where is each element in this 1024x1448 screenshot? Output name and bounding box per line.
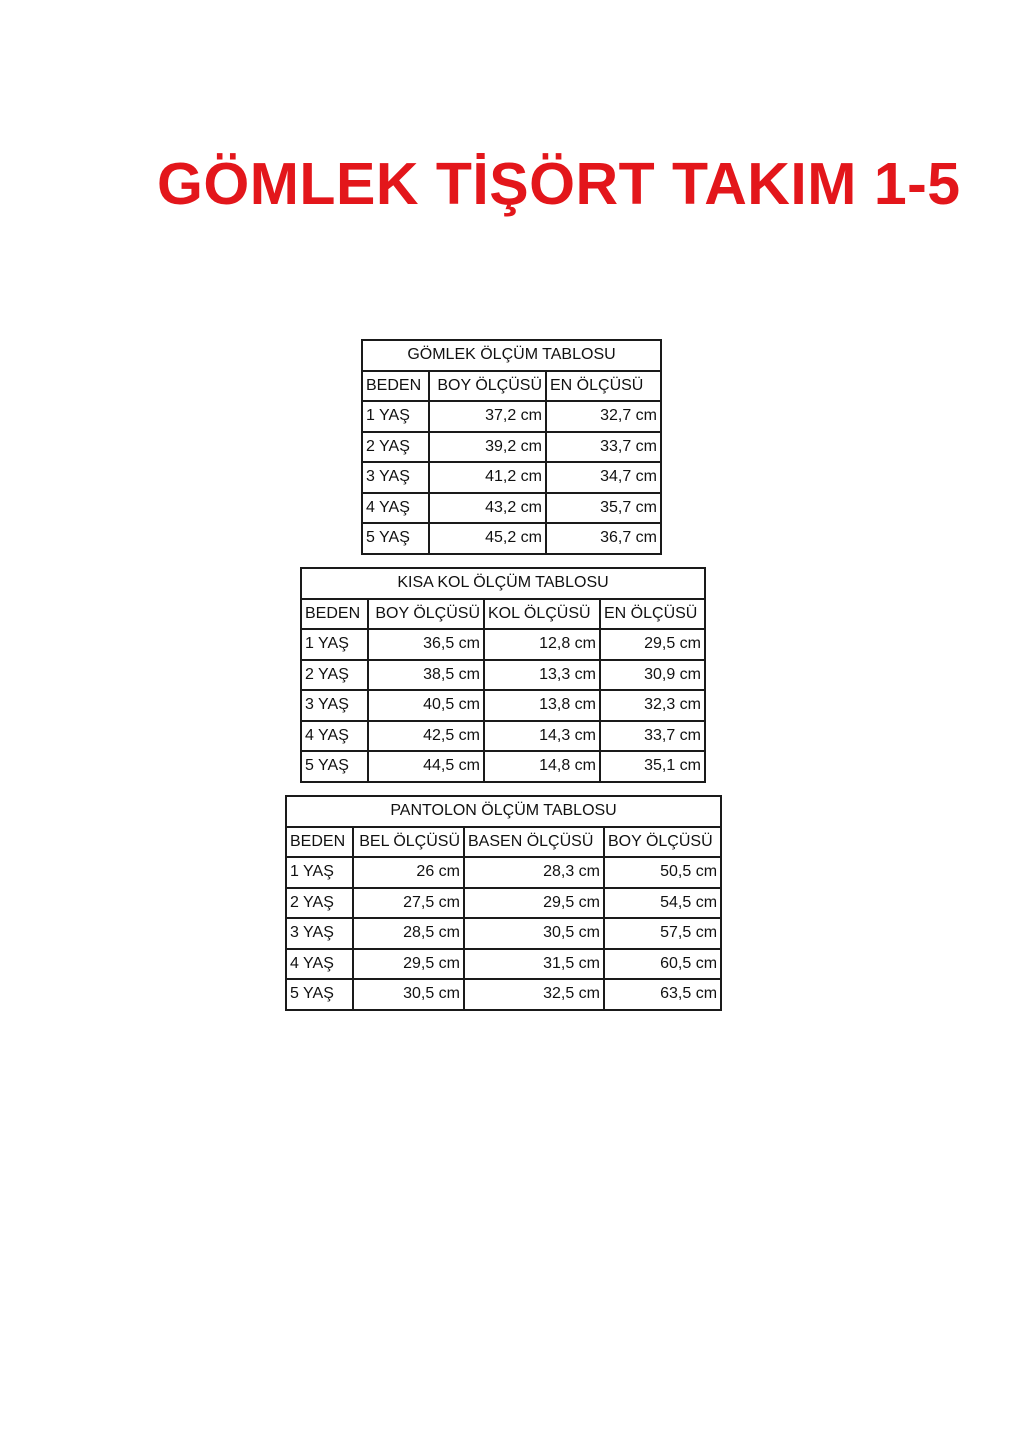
table-header-row: BEDEN BEL ÖLÇÜSÜ BASEN ÖLÇÜSÜ BOY ÖLÇÜSÜ — [285, 825, 723, 858]
column-header: BASEN ÖLÇÜSÜ — [463, 825, 605, 858]
measurement-cell: 33,7 cm — [598, 719, 707, 752]
size-cell: 3 YAŞ — [361, 461, 430, 494]
measurement-cell: 29,5 cm — [463, 886, 605, 919]
measurement-cell: 27,5 cm — [352, 886, 465, 919]
measurement-cell: 40,5 cm — [367, 689, 485, 722]
measurement-cell: 35,7 cm — [544, 491, 663, 524]
table-row: 5 YAŞ 30,5 cm 32,5 cm 63,5 cm — [285, 978, 723, 1011]
size-cell: 1 YAŞ — [300, 628, 369, 661]
measurement-cell: 28,3 cm — [463, 856, 605, 889]
table-row: 5 YAŞ 45,2 cm 36,7 cm — [361, 522, 663, 555]
table-header-row: BEDEN BOY ÖLÇÜSÜ KOL ÖLÇÜSÜ EN ÖLÇÜSÜ — [300, 597, 707, 630]
measurement-cell: 44,5 cm — [367, 750, 485, 783]
column-header: BOY ÖLÇÜSÜ — [428, 369, 547, 402]
measurement-cell: 34,7 cm — [544, 461, 663, 494]
measurement-cell: 42,5 cm — [367, 719, 485, 752]
measurement-cell: 13,3 cm — [483, 658, 601, 691]
measurement-cell: 43,2 cm — [428, 491, 547, 524]
column-header: BOY ÖLÇÜSÜ — [367, 597, 485, 630]
size-cell: 4 YAŞ — [300, 719, 369, 752]
measurement-cell: 31,5 cm — [463, 947, 605, 980]
measurement-cell: 60,5 cm — [602, 947, 723, 980]
measurement-cell: 63,5 cm — [602, 978, 723, 1011]
measurement-cell: 30,5 cm — [352, 978, 465, 1011]
table-row: 4 YAŞ 42,5 cm 14,3 cm 33,7 cm — [300, 719, 707, 752]
table-header-row: BEDEN BOY ÖLÇÜSÜ EN ÖLÇÜSÜ — [361, 369, 663, 402]
measurement-cell: 12,8 cm — [483, 628, 601, 661]
measurement-cell: 30,9 cm — [598, 658, 707, 691]
trousers-size-table: PANTOLON ÖLÇÜM TABLOSU BEDEN BEL ÖLÇÜSÜ BAS… — [284, 795, 723, 1011]
size-cell: 2 YAŞ — [285, 886, 354, 919]
measurement-cell: 39,2 cm — [428, 430, 547, 463]
measurement-cell: 36,5 cm — [367, 628, 485, 661]
measurement-cell: 37,2 cm — [428, 400, 547, 433]
measurement-cell: 41,2 cm — [428, 461, 547, 494]
measurement-cell: 50,5 cm — [602, 856, 723, 889]
size-cell: 5 YAŞ — [361, 522, 430, 555]
measurement-cell: 36,7 cm — [544, 522, 663, 555]
column-header: EN ÖLÇÜSÜ — [544, 369, 663, 402]
size-cell: 2 YAŞ — [361, 430, 430, 463]
table-row: 3 YAŞ 40,5 cm 13,8 cm 32,3 cm — [300, 689, 707, 722]
size-cell: 4 YAŞ — [361, 491, 430, 524]
measurement-cell: 32,5 cm — [463, 978, 605, 1011]
table-row: 2 YAŞ 38,5 cm 13,3 cm 30,9 cm — [300, 658, 707, 691]
column-header: BEDEN — [361, 369, 430, 402]
document-title: GÖMLEK TİŞÖRT TAKIM 1-5 — [157, 151, 961, 217]
column-header: BEDEN — [300, 597, 369, 630]
short-sleeve-size-table: KISA KOL ÖLÇÜM TABLOSU BEDEN BOY ÖLÇÜSÜ KOL… — [299, 567, 707, 783]
size-cell: 5 YAŞ — [300, 750, 369, 783]
column-header: BEDEN — [285, 825, 354, 858]
table-row: 2 YAŞ 39,2 cm 33,7 cm — [361, 430, 663, 463]
table-row: 5 YAŞ 44,5 cm 14,8 cm 35,1 cm — [300, 750, 707, 783]
table-row: 1 YAŞ 36,5 cm 12,8 cm 29,5 cm — [300, 628, 707, 661]
measurement-cell: 38,5 cm — [367, 658, 485, 691]
size-cell: 3 YAŞ — [300, 689, 369, 722]
measurement-cell: 33,7 cm — [544, 430, 663, 463]
measurement-cell: 35,1 cm — [598, 750, 707, 783]
measurement-cell: 14,8 cm — [483, 750, 601, 783]
table-row: 1 YAŞ 26 cm 28,3 cm 50,5 cm — [285, 856, 723, 889]
measurement-cell: 54,5 cm — [602, 886, 723, 919]
measurement-cell: 29,5 cm — [598, 628, 707, 661]
measurement-cell: 45,2 cm — [428, 522, 547, 555]
column-header: BEL ÖLÇÜSÜ — [352, 825, 465, 858]
measurement-cell: 32,3 cm — [598, 689, 707, 722]
measurement-cell: 30,5 cm — [463, 917, 605, 950]
shirt-size-table: GÖMLEK ÖLÇÜM TABLOSU BEDEN BOY ÖLÇÜSÜ EN ÖL… — [360, 339, 663, 555]
size-cell: 1 YAŞ — [285, 856, 354, 889]
measurement-cell: 28,5 cm — [352, 917, 465, 950]
measurement-cell: 32,7 cm — [544, 400, 663, 433]
table-row: 3 YAŞ 28,5 cm 30,5 cm 57,5 cm — [285, 917, 723, 950]
column-header: EN ÖLÇÜSÜ — [598, 597, 707, 630]
table-caption: GÖMLEK ÖLÇÜM TABLOSU — [360, 339, 663, 372]
table-caption: PANTOLON ÖLÇÜM TABLOSU — [284, 795, 723, 828]
measurement-cell: 14,3 cm — [483, 719, 601, 752]
measurement-cell: 29,5 cm — [352, 947, 465, 980]
table-row: 2 YAŞ 27,5 cm 29,5 cm 54,5 cm — [285, 886, 723, 919]
size-cell: 3 YAŞ — [285, 917, 354, 950]
table-row: 1 YAŞ 37,2 cm 32,7 cm — [361, 400, 663, 433]
table-row: 4 YAŞ 43,2 cm 35,7 cm — [361, 491, 663, 524]
column-header: BOY ÖLÇÜSÜ — [602, 825, 723, 858]
size-cell: 4 YAŞ — [285, 947, 354, 980]
column-header: KOL ÖLÇÜSÜ — [483, 597, 601, 630]
measurement-cell: 26 cm — [352, 856, 465, 889]
measurement-cell: 57,5 cm — [602, 917, 723, 950]
table-row: 3 YAŞ 41,2 cm 34,7 cm — [361, 461, 663, 494]
size-cell: 5 YAŞ — [285, 978, 354, 1011]
size-cell: 1 YAŞ — [361, 400, 430, 433]
measurement-cell: 13,8 cm — [483, 689, 601, 722]
table-caption: KISA KOL ÖLÇÜM TABLOSU — [299, 567, 707, 600]
table-row: 4 YAŞ 29,5 cm 31,5 cm 60,5 cm — [285, 947, 723, 980]
size-cell: 2 YAŞ — [300, 658, 369, 691]
